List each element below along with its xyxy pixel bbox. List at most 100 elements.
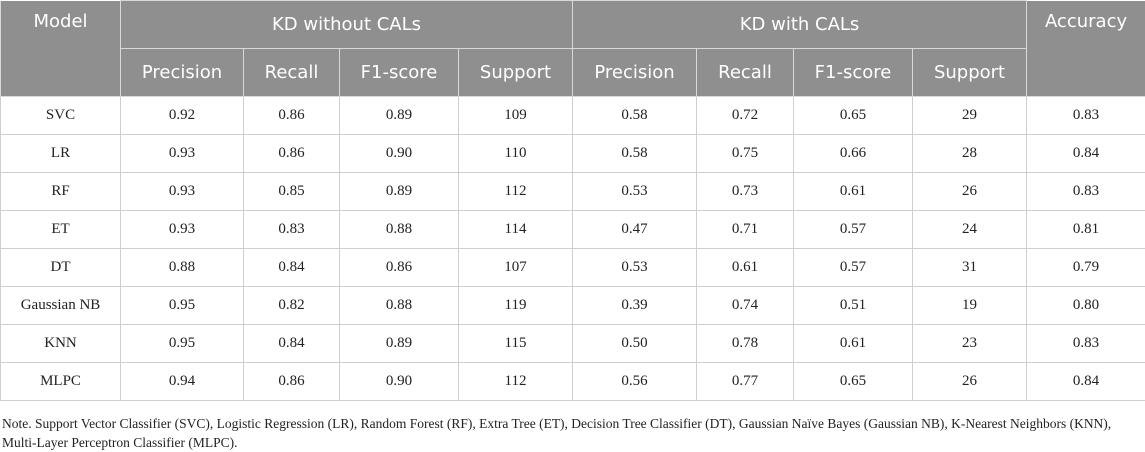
precision-cell: 0.92 (121, 97, 244, 135)
model-cell: SVC (1, 97, 121, 135)
recall-cell: 0.77 (697, 363, 794, 401)
f1-score-cell: 0.88 (340, 211, 459, 249)
support-cell: 107 (459, 249, 573, 287)
support-cell: 26 (913, 173, 1027, 211)
precision-cell: 0.58 (573, 135, 697, 173)
precision-cell: 0.56 (573, 363, 697, 401)
f1-score-cell: 0.90 (340, 363, 459, 401)
precision-cell: 0.93 (121, 135, 244, 173)
f1-score-cell: 0.65 (794, 363, 913, 401)
header-recall: Recall (244, 49, 340, 97)
recall-cell: 0.86 (244, 135, 340, 173)
support-cell: 29 (913, 97, 1027, 135)
header-precision: Precision (573, 49, 697, 97)
support-cell: 114 (459, 211, 573, 249)
f1-score-cell: 0.86 (340, 249, 459, 287)
header-row-groups: Model KD without CALs KD with CALs Accur… (1, 1, 1145, 49)
precision-cell: 0.39 (573, 287, 697, 325)
precision-cell: 0.95 (121, 287, 244, 325)
header-f1-score: F1-score (794, 49, 913, 97)
f1-score-cell: 0.90 (340, 135, 459, 173)
table-header: Model KD without CALs KD with CALs Accur… (1, 1, 1145, 97)
accuracy-cell: 0.81 (1027, 211, 1145, 249)
support-cell: 112 (459, 173, 573, 211)
support-cell: 19 (913, 287, 1027, 325)
precision-cell: 0.50 (573, 325, 697, 363)
precision-cell: 0.94 (121, 363, 244, 401)
header-support: Support (913, 49, 1027, 97)
header-f1-score: F1-score (340, 49, 459, 97)
recall-cell: 0.83 (244, 211, 340, 249)
model-cell: LR (1, 135, 121, 173)
model-cell: MLPC (1, 363, 121, 401)
f1-score-cell: 0.89 (340, 173, 459, 211)
support-cell: 115 (459, 325, 573, 363)
header-recall: Recall (697, 49, 794, 97)
precision-cell: 0.53 (573, 173, 697, 211)
accuracy-cell: 0.84 (1027, 363, 1145, 401)
support-cell: 110 (459, 135, 573, 173)
support-cell: 112 (459, 363, 573, 401)
recall-cell: 0.71 (697, 211, 794, 249)
f1-score-cell: 0.88 (340, 287, 459, 325)
model-cell: DT (1, 249, 121, 287)
precision-cell: 0.47 (573, 211, 697, 249)
header-model: Model (1, 1, 121, 97)
support-cell: 119 (459, 287, 573, 325)
support-cell: 26 (913, 363, 1027, 401)
f1-score-cell: 0.61 (794, 173, 913, 211)
header-accuracy: Accuracy (1027, 1, 1145, 97)
header-row-metrics: Precision Recall F1-score Support Precis… (1, 49, 1145, 97)
recall-cell: 0.73 (697, 173, 794, 211)
results-table: Model KD without CALs KD with CALs Accur… (0, 0, 1145, 401)
recall-cell: 0.72 (697, 97, 794, 135)
precision-cell: 0.58 (573, 97, 697, 135)
model-cell: Gaussian NB (1, 287, 121, 325)
model-cell: KNN (1, 325, 121, 363)
accuracy-cell: 0.83 (1027, 97, 1145, 135)
f1-score-cell: 0.51 (794, 287, 913, 325)
f1-score-cell: 0.89 (340, 325, 459, 363)
recall-cell: 0.86 (244, 363, 340, 401)
f1-score-cell: 0.57 (794, 211, 913, 249)
recall-cell: 0.61 (697, 249, 794, 287)
model-cell: ET (1, 211, 121, 249)
table-note: Note. Support Vector Classifier (SVC), L… (0, 401, 1142, 452)
precision-cell: 0.93 (121, 173, 244, 211)
accuracy-cell: 0.79 (1027, 249, 1145, 287)
support-cell: 109 (459, 97, 573, 135)
accuracy-cell: 0.84 (1027, 135, 1145, 173)
recall-cell: 0.82 (244, 287, 340, 325)
f1-score-cell: 0.65 (794, 97, 913, 135)
support-cell: 23 (913, 325, 1027, 363)
model-cell: RF (1, 173, 121, 211)
recall-cell: 0.84 (244, 249, 340, 287)
header-kd-without-cals: KD without CALs (121, 1, 573, 49)
support-cell: 31 (913, 249, 1027, 287)
accuracy-cell: 0.83 (1027, 173, 1145, 211)
header-support: Support (459, 49, 573, 97)
accuracy-cell: 0.83 (1027, 325, 1145, 363)
f1-score-cell: 0.57 (794, 249, 913, 287)
precision-cell: 0.95 (121, 325, 244, 363)
f1-score-cell: 0.66 (794, 135, 913, 173)
precision-cell: 0.88 (121, 249, 244, 287)
recall-cell: 0.74 (697, 287, 794, 325)
accuracy-cell: 0.80 (1027, 287, 1145, 325)
recall-cell: 0.86 (244, 97, 340, 135)
support-cell: 24 (913, 211, 1027, 249)
recall-cell: 0.78 (697, 325, 794, 363)
header-precision: Precision (121, 49, 244, 97)
support-cell: 28 (913, 135, 1027, 173)
recall-cell: 0.75 (697, 135, 794, 173)
recall-cell: 0.85 (244, 173, 340, 211)
